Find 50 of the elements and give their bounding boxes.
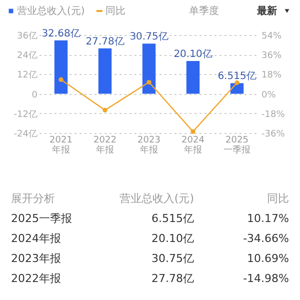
point (102, 108, 108, 112)
y-tick-label: -24亿 (14, 128, 38, 140)
y-tick-label: -12亿 (14, 108, 38, 120)
point (190, 129, 196, 134)
text: -14.98% (243, 272, 289, 285)
text: 10.69% (247, 252, 289, 265)
x-tick-label: 2022 年报 (94, 136, 116, 156)
data-label: 20.10亿 (174, 48, 212, 60)
data-label: 6.515亿 (218, 71, 256, 82)
y-tick-label: 0 (32, 90, 38, 100)
y2-tick-label: 18% (262, 70, 282, 81)
text: 同比 (267, 192, 289, 205)
y2-tick-label: 0% (262, 90, 276, 100)
bar (186, 60, 200, 94)
data-label: 27.78亿 (86, 36, 124, 48)
y2-tick-label: 54% (262, 32, 282, 42)
y-tick-label: 36亿 (17, 30, 38, 42)
text: 单季度 (189, 5, 219, 17)
text: 2025一季报 (11, 212, 72, 225)
y2-tick-label: -18% (262, 110, 286, 120)
y-tick-label: 12亿 (17, 70, 38, 81)
text: 10.17% (247, 212, 289, 225)
text: -34.66% (243, 232, 289, 245)
point (58, 77, 64, 82)
x-tick-label: 2025 一季报 (224, 136, 250, 156)
text: 最新 (256, 5, 277, 17)
legend-label: 营业总收入(元) (17, 5, 85, 17)
x-tick-label: 2021 年报 (50, 136, 72, 156)
text: 营业总收入(元) (119, 192, 194, 205)
text: 20.10亿 (152, 232, 194, 245)
bar (142, 44, 156, 94)
text: 2024年报 (11, 232, 61, 245)
point (234, 80, 240, 86)
text: 6.515亿 (152, 212, 194, 225)
bar (98, 48, 112, 94)
point (146, 80, 152, 84)
data-label: 32.68亿 (42, 28, 80, 40)
x-tick-label: 2024 年报 (182, 136, 205, 156)
text: 30.75亿 (152, 252, 194, 265)
y2-tick-label: -36% (262, 130, 286, 140)
data-label: 30.75亿 (130, 32, 168, 43)
y2-tick-label: 36% (262, 51, 282, 62)
text: 27.78亿 (152, 272, 194, 285)
text: 展开分析 (11, 192, 55, 205)
y-tick-label: 24亿 (17, 50, 38, 62)
x-tick-label: 2023 年报 (138, 136, 160, 156)
bar (54, 40, 68, 94)
legend-label: 同比 (105, 5, 126, 17)
text: 2023年报 (11, 252, 61, 265)
text: 2022年报 (11, 272, 61, 285)
